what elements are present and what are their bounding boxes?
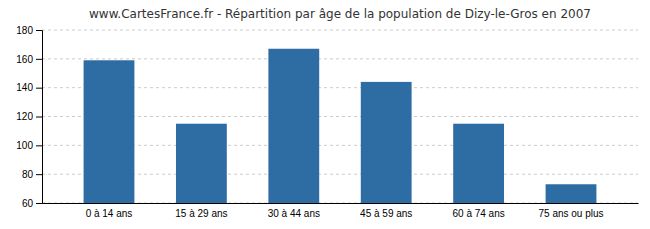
chart-container: 60 80 100 120 140 160 180 0 à 14 ans 15 à 29 ans…	[0, 0, 650, 229]
tick-mark	[36, 59, 42, 60]
tick-label: 160	[16, 54, 33, 65]
grid-line	[42, 30, 638, 31]
y-tick: 180	[16, 25, 42, 36]
y-tick: 100	[16, 140, 42, 151]
y-tick: 140	[16, 82, 42, 93]
x-tick: 0 à 14 ans	[86, 208, 133, 219]
bar	[453, 124, 504, 203]
tick-mark	[36, 174, 42, 175]
x-tick: 60 à 74 ans	[452, 208, 504, 219]
tick-label: 140	[16, 82, 33, 93]
tick-label: 60 à 74 ans	[452, 208, 504, 219]
bar	[268, 49, 319, 203]
bar	[361, 82, 412, 203]
axis-line	[36, 31, 43, 204]
bar	[176, 124, 227, 203]
x-tick: 75 ans ou plus	[538, 208, 603, 219]
y-tick: 60	[22, 198, 42, 209]
tick-label: 180	[16, 25, 33, 36]
bar	[546, 184, 597, 203]
bar	[84, 60, 135, 203]
tick-mark	[36, 30, 42, 31]
grid-line	[42, 58, 638, 59]
x-tick: 30 à 44 ans	[268, 208, 320, 219]
plot: 60 80 100 120 140 160 180 0 à 14 ans 15 à 29 ans…	[16, 25, 638, 229]
tick-label: 30 à 44 ans	[268, 208, 320, 219]
tick-mark	[36, 117, 42, 118]
tick-label: 75 ans ou plus	[538, 208, 603, 219]
tick-label: 15 à 29 ans	[175, 208, 227, 219]
x-tick: 45 à 59 ans	[360, 208, 412, 219]
tick-label: 45 à 59 ans	[360, 208, 412, 219]
chart-svg: 60 80 100 120 140 160 180 0 à 14 ans 15 à 29 ans…	[0, 0, 650, 229]
y-tick: 160	[16, 54, 42, 65]
tick-label: 100	[16, 140, 33, 151]
tick-label: 120	[16, 111, 33, 122]
y-axis: 60 80 100 120 140 160 180	[16, 25, 42, 209]
tick-mark	[36, 88, 42, 89]
x-tick: 15 à 29 ans	[175, 208, 227, 219]
tick-mark	[36, 145, 42, 146]
x-axis: 0 à 14 ans 15 à 29 ans 30 à 44 ans 45 à 59 …	[43, 204, 639, 220]
title: www.CartesFrance.fr - Répartition par âg…	[89, 7, 591, 21]
y-tick: 80	[22, 169, 42, 180]
axis-line	[43, 203, 639, 204]
bars	[84, 49, 597, 203]
tick-label: 60	[22, 198, 34, 209]
tick-mark	[36, 203, 42, 204]
tick-label: 80	[22, 169, 34, 180]
tick-label: 0 à 14 ans	[86, 208, 133, 219]
y-tick: 120	[16, 111, 42, 122]
